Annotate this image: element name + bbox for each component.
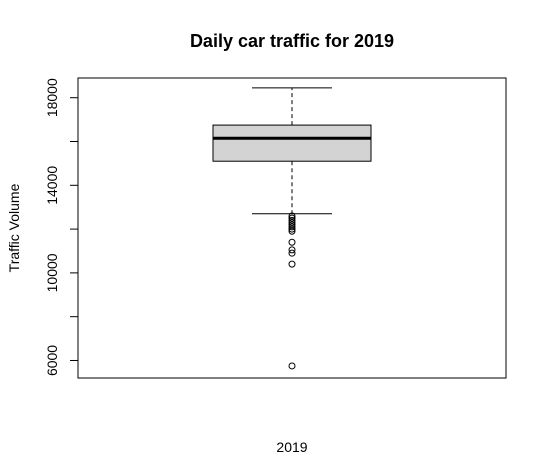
outlier-point [288,238,296,246]
outlier-point [288,227,296,235]
chart-title: Daily car traffic for 2019 [190,31,394,51]
outlier-point [288,214,296,222]
outlier-point [288,260,296,268]
y-tick-label: 14000 [44,166,60,205]
outlier-point [288,362,296,370]
y-axis-label: Traffic Volume [6,183,22,272]
y-tick-label: 6000 [44,345,60,376]
x-axis-label: 2019 [276,439,307,455]
outlier-point [288,249,296,257]
outlier-point [288,246,296,254]
outliers [288,212,296,370]
outlier-point [288,216,296,224]
box-group [212,87,372,215]
y-tick-label: 10000 [44,253,60,292]
outlier-point [288,221,296,229]
y-axis: 6000 10000 14000 18000 [44,78,79,376]
outlier-point [288,225,296,233]
iqr-box [212,124,372,162]
outlier-point [288,223,296,231]
outlier-point [288,219,296,227]
y-tick-label: 18000 [44,78,60,117]
outlier-point [288,212,296,220]
